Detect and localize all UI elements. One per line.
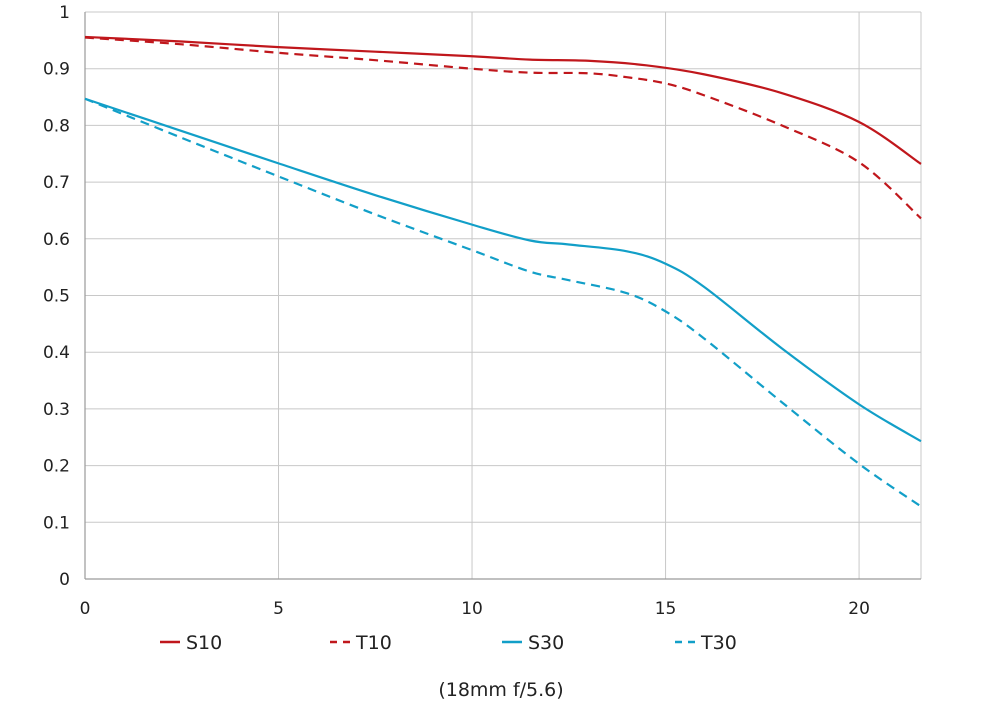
legend-label-t10: T10	[355, 632, 392, 654]
y-tick-label: 1	[59, 3, 70, 23]
series-line-t30	[84, 97, 922, 508]
y-tick-label: 0.2	[43, 457, 70, 477]
y-tick-label: 0	[59, 570, 70, 590]
series-layer	[84, 35, 922, 508]
x-tick-label: 5	[273, 599, 284, 619]
legend-label-t30: T30	[700, 632, 737, 654]
y-tick-label: 0.4	[43, 343, 70, 363]
series-line-s30	[84, 97, 922, 443]
series-line-s10	[84, 35, 922, 165]
y-tick-label: 0.7	[43, 173, 70, 193]
x-tick-label: 20	[848, 599, 870, 619]
legend-label-s30: S30	[528, 632, 564, 654]
y-tick-label: 0.5	[43, 287, 70, 307]
y-tick-label: 0.6	[43, 230, 70, 250]
y-tick-label: 0.3	[43, 400, 70, 420]
chart-caption: (18mm f/5.6)	[438, 679, 563, 701]
legend: S10 T10 S30 T30	[160, 632, 737, 654]
y-tick-label: 0.9	[43, 60, 70, 80]
x-tick-label: 15	[655, 599, 677, 619]
x-tick-label: 10	[461, 599, 483, 619]
y-tick-label: 0.8	[43, 116, 70, 136]
axis-layer: 00.10.20.30.40.50.60.70.80.910 5 10 15 20	[43, 3, 921, 619]
series-line-t10	[84, 36, 922, 220]
y-tick-label: 0.1	[43, 513, 70, 533]
legend-label-s10: S10	[186, 632, 222, 654]
x-tick-label: 0	[80, 599, 91, 619]
